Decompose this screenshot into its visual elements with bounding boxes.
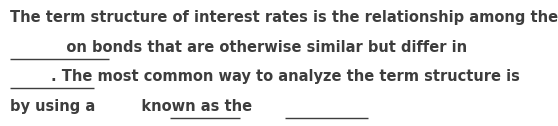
Text: . The most common way to analyze the term structure is: . The most common way to analyze the ter… (10, 69, 520, 84)
Text: The term structure of interest rates is the relationship among the: The term structure of interest rates is … (10, 10, 558, 25)
Text: on bonds that are otherwise similar but differ in: on bonds that are otherwise similar but … (10, 40, 467, 55)
Text: by using a         known as the: by using a known as the (10, 99, 299, 114)
